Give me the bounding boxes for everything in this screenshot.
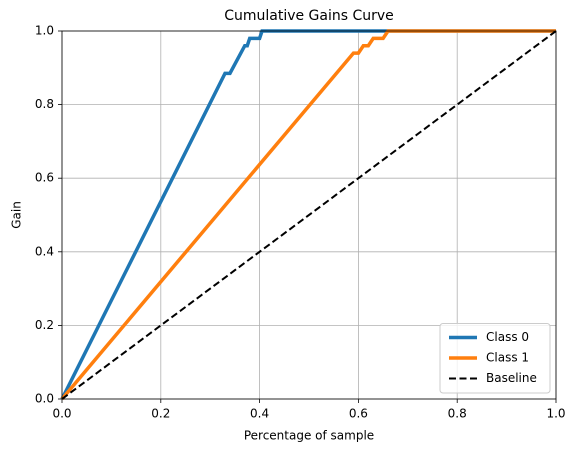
y-tick-label: 0.2 — [35, 318, 54, 332]
x-tick-label: 0.0 — [52, 407, 71, 421]
legend-label: Baseline — [486, 371, 537, 385]
line — [60, 29, 556, 401]
x-tick-label: 0.8 — [448, 407, 467, 421]
x-axis-label: Percentage of sample — [244, 429, 374, 443]
y-tick-label: 0.4 — [35, 244, 54, 258]
x-tick-label: 0.2 — [151, 407, 170, 421]
x-tick-label: 0.4 — [250, 407, 269, 421]
x-tick-label: 0.6 — [349, 407, 368, 421]
y-tick-label: 0.8 — [35, 97, 54, 111]
line — [60, 29, 556, 400]
y-axis-label: Gain — [10, 201, 24, 229]
legend-label: Class 0 — [486, 330, 529, 344]
plot-frame — [61, 30, 557, 400]
legend-box — [439, 323, 551, 394]
chart-title: Cumulative Gains Curve — [224, 8, 394, 24]
y-tick-label: 0.0 — [35, 392, 54, 406]
x-tick-label: 1.0 — [546, 407, 565, 421]
y-tick-label: 0.6 — [35, 171, 54, 185]
legend-label: Class 1 — [486, 351, 529, 365]
line — [61, 30, 557, 400]
y-tick-label: 1.0 — [35, 24, 54, 38]
